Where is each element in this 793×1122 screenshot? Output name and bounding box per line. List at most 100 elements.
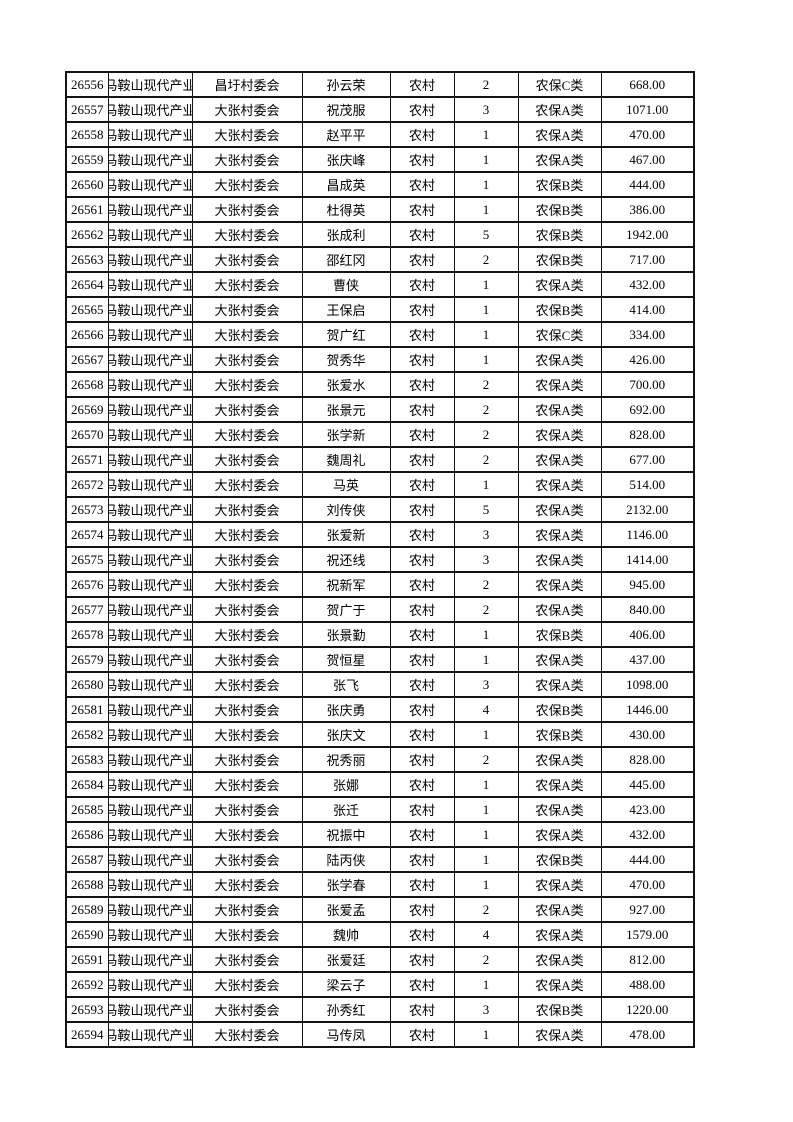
cell-household-type: 农村 [389, 371, 455, 398]
cell-amount: 828.00 [600, 746, 695, 773]
table-row: 26564 马鞍山现代产业 大张村委会 曹侠 农村 1 农保A类 432.00 [65, 271, 695, 298]
cell-person-count: 3 [453, 996, 519, 1023]
cell-person-name: 祝振中 [301, 821, 391, 848]
park-name-text: 马鞍山现代产业 [108, 503, 192, 518]
cell-person-name: 孙云荣 [301, 71, 391, 98]
cell-park-name: 马鞍山现代产业 [107, 396, 193, 423]
cell-record-id: 26574 [65, 521, 109, 548]
table-row: 26559 马鞍山现代产业 大张村委会 张庆峰 农村 1 农保A类 467.00 [65, 146, 695, 173]
cell-village-committee: 大张村委会 [191, 996, 303, 1023]
cell-record-id: 26560 [65, 171, 109, 198]
cell-park-name: 马鞍山现代产业 [107, 1021, 193, 1048]
roster-table-body: 26556 马鞍山现代产业 昌圩村委会 孙云荣 农村 2 农保C类 668.00… [65, 71, 695, 1048]
cell-record-id: 26573 [65, 496, 109, 523]
cell-amount: 840.00 [600, 596, 695, 623]
cell-insurance-category: 农保A类 [517, 446, 602, 473]
park-name-clip: 马鞍山现代产业 [109, 549, 191, 570]
cell-insurance-category: 农保A类 [517, 371, 602, 398]
cell-person-name: 张成利 [301, 221, 391, 248]
cell-amount: 1942.00 [600, 221, 695, 248]
park-name-text: 马鞍山现代产业 [108, 353, 192, 368]
park-name-clip: 马鞍山现代产业 [109, 424, 191, 445]
cell-person-count: 1 [453, 721, 519, 748]
park-name-clip: 马鞍山现代产业 [109, 124, 191, 145]
cell-household-type: 农村 [389, 346, 455, 373]
cell-household-type: 农村 [389, 696, 455, 723]
cell-insurance-category: 农保A类 [517, 796, 602, 823]
table-row: 26573 马鞍山现代产业 大张村委会 刘传侠 农村 5 农保A类 2132.0… [65, 496, 695, 523]
park-name-clip: 马鞍山现代产业 [109, 974, 191, 995]
cell-park-name: 马鞍山现代产业 [107, 246, 193, 273]
cell-insurance-category: 农保A类 [517, 746, 602, 773]
cell-household-type: 农村 [389, 321, 455, 348]
cell-household-type: 农村 [389, 871, 455, 898]
cell-household-type: 农村 [389, 1021, 455, 1048]
cell-person-name: 张飞 [301, 671, 391, 698]
cell-person-name: 杜得英 [301, 196, 391, 223]
cell-record-id: 26583 [65, 746, 109, 773]
cell-person-count: 1 [453, 771, 519, 798]
cell-insurance-category: 农保B类 [517, 846, 602, 873]
park-name-clip: 马鞍山现代产业 [109, 899, 191, 920]
park-name-text: 马鞍山现代产业 [108, 853, 192, 868]
park-name-text: 马鞍山现代产业 [108, 478, 192, 493]
cell-park-name: 马鞍山现代产业 [107, 646, 193, 673]
cell-person-count: 4 [453, 696, 519, 723]
cell-amount: 426.00 [600, 346, 695, 373]
cell-park-name: 马鞍山现代产业 [107, 296, 193, 323]
cell-record-id: 26572 [65, 471, 109, 498]
cell-person-count: 3 [453, 671, 519, 698]
cell-insurance-category: 农保A类 [517, 96, 602, 123]
park-name-clip: 马鞍山现代产业 [109, 649, 191, 670]
park-name-text: 马鞍山现代产业 [108, 678, 192, 693]
cell-person-count: 2 [453, 421, 519, 448]
cell-record-id: 26557 [65, 96, 109, 123]
cell-amount: 1414.00 [600, 546, 695, 573]
table-row: 26577 马鞍山现代产业 大张村委会 贺广于 农村 2 农保A类 840.00 [65, 596, 695, 623]
cell-person-name: 张娜 [301, 771, 391, 798]
park-name-text: 马鞍山现代产业 [108, 603, 192, 618]
cell-insurance-category: 农保B类 [517, 171, 602, 198]
cell-insurance-category: 农保A类 [517, 871, 602, 898]
cell-household-type: 农村 [389, 446, 455, 473]
cell-record-id: 26578 [65, 621, 109, 648]
cell-amount: 927.00 [600, 896, 695, 923]
cell-record-id: 26569 [65, 396, 109, 423]
cell-insurance-category: 农保C类 [517, 71, 602, 98]
table-row: 26556 马鞍山现代产业 昌圩村委会 孙云荣 农村 2 农保C类 668.00 [65, 71, 695, 98]
cell-insurance-category: 农保A类 [517, 546, 602, 573]
table-row: 26576 马鞍山现代产业 大张村委会 祝新军 农村 2 农保A类 945.00 [65, 571, 695, 598]
park-name-text: 马鞍山现代产业 [108, 778, 192, 793]
cell-insurance-category: 农保A类 [517, 271, 602, 298]
table-row: 26593 马鞍山现代产业 大张村委会 孙秀红 农村 3 农保B类 1220.0… [65, 996, 695, 1023]
cell-insurance-category: 农保B类 [517, 246, 602, 273]
cell-household-type: 农村 [389, 471, 455, 498]
cell-insurance-category: 农保A类 [517, 471, 602, 498]
cell-household-type: 农村 [389, 421, 455, 448]
park-name-clip: 马鞍山现代产业 [109, 274, 191, 295]
cell-insurance-category: 农保B类 [517, 696, 602, 723]
cell-insurance-category: 农保A类 [517, 396, 602, 423]
cell-village-committee: 大张村委会 [191, 396, 303, 423]
cell-park-name: 马鞍山现代产业 [107, 321, 193, 348]
park-name-text: 马鞍山现代产业 [108, 828, 192, 843]
park-name-text: 马鞍山现代产业 [108, 928, 192, 943]
cell-village-committee: 大张村委会 [191, 821, 303, 848]
cell-person-name: 邵红冈 [301, 246, 391, 273]
cell-household-type: 农村 [389, 571, 455, 598]
cell-village-committee: 大张村委会 [191, 696, 303, 723]
cell-household-type: 农村 [389, 796, 455, 823]
park-name-clip: 马鞍山现代产业 [109, 449, 191, 470]
cell-person-count: 2 [453, 896, 519, 923]
cell-park-name: 马鞍山现代产业 [107, 971, 193, 998]
cell-insurance-category: 农保A类 [517, 596, 602, 623]
cell-household-type: 农村 [389, 671, 455, 698]
cell-insurance-category: 农保A类 [517, 921, 602, 948]
cell-person-count: 3 [453, 521, 519, 548]
table-row: 26569 马鞍山现代产业 大张村委会 张景元 农村 2 农保A类 692.00 [65, 396, 695, 423]
cell-amount: 470.00 [600, 121, 695, 148]
table-row: 26566 马鞍山现代产业 大张村委会 贺广红 农村 1 农保C类 334.00 [65, 321, 695, 348]
cell-record-id: 26586 [65, 821, 109, 848]
cell-record-id: 26591 [65, 946, 109, 973]
cell-record-id: 26575 [65, 546, 109, 573]
